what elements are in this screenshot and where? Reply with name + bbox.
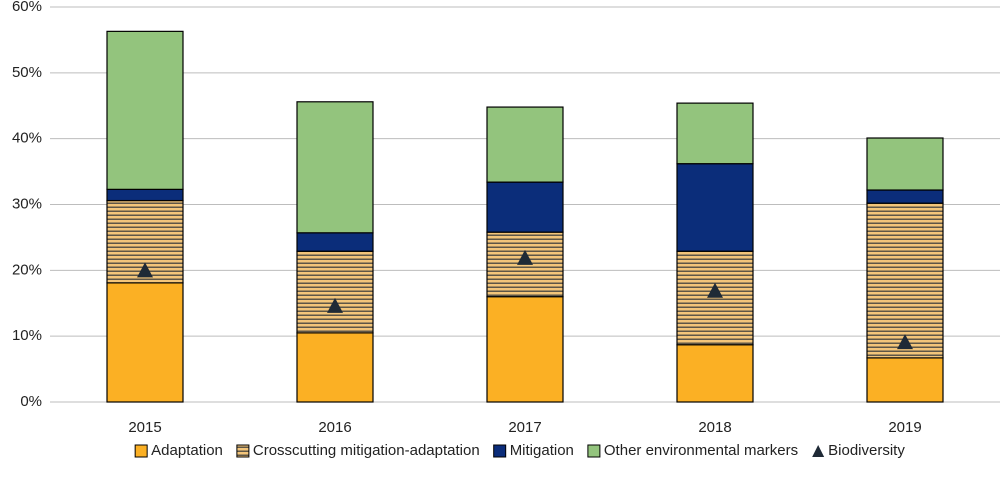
legend-marker (812, 445, 825, 457)
legend-label: Mitigation (510, 442, 574, 459)
y-tick-label: 50% (12, 64, 42, 81)
bar-segment (106, 188, 184, 202)
legend-swatch (493, 444, 507, 458)
legend-label: Biodiversity (828, 442, 905, 459)
bar-segment (676, 163, 754, 252)
x-tick-label: 2019 (888, 419, 921, 436)
bar-segment (676, 102, 754, 165)
marker (707, 282, 723, 298)
bar-segment (296, 101, 374, 234)
bar-segment (676, 344, 754, 403)
bar-segment (866, 137, 944, 191)
bar-segment (866, 357, 944, 403)
bar-segment (486, 181, 564, 233)
legend-label: Crosscutting mitigation-adaptation (253, 442, 480, 459)
bar-segment (866, 189, 944, 204)
bar-segment (106, 30, 184, 190)
y-tick-label: 60% (12, 0, 42, 15)
x-tick-label: 2018 (698, 419, 731, 436)
y-tick-label: 10% (12, 327, 42, 344)
legend-swatch (587, 444, 601, 458)
bar-segment (296, 332, 374, 403)
y-tick-label: 40% (12, 130, 42, 147)
bar-segment (486, 106, 564, 183)
legend-label: Adaptation (151, 442, 223, 459)
marker (137, 262, 153, 278)
bar-segment (106, 282, 184, 403)
bar-segment (866, 202, 944, 359)
marker (327, 297, 343, 313)
bar-segment (296, 232, 374, 252)
x-tick-label: 2016 (318, 419, 351, 436)
legend-swatch (236, 444, 250, 458)
y-tick-label: 20% (12, 261, 42, 278)
x-tick-label: 2015 (128, 419, 161, 436)
bar-segment (486, 296, 564, 403)
bar-segment (296, 250, 374, 334)
marker (517, 249, 533, 265)
legend-swatch (134, 444, 148, 458)
legend-label: Other environmental markers (604, 442, 798, 459)
bar-segment (676, 250, 754, 346)
marker (897, 334, 913, 350)
y-tick-label: 0% (20, 393, 42, 410)
x-tick-label: 2017 (508, 419, 541, 436)
y-tick-label: 30% (12, 195, 42, 212)
